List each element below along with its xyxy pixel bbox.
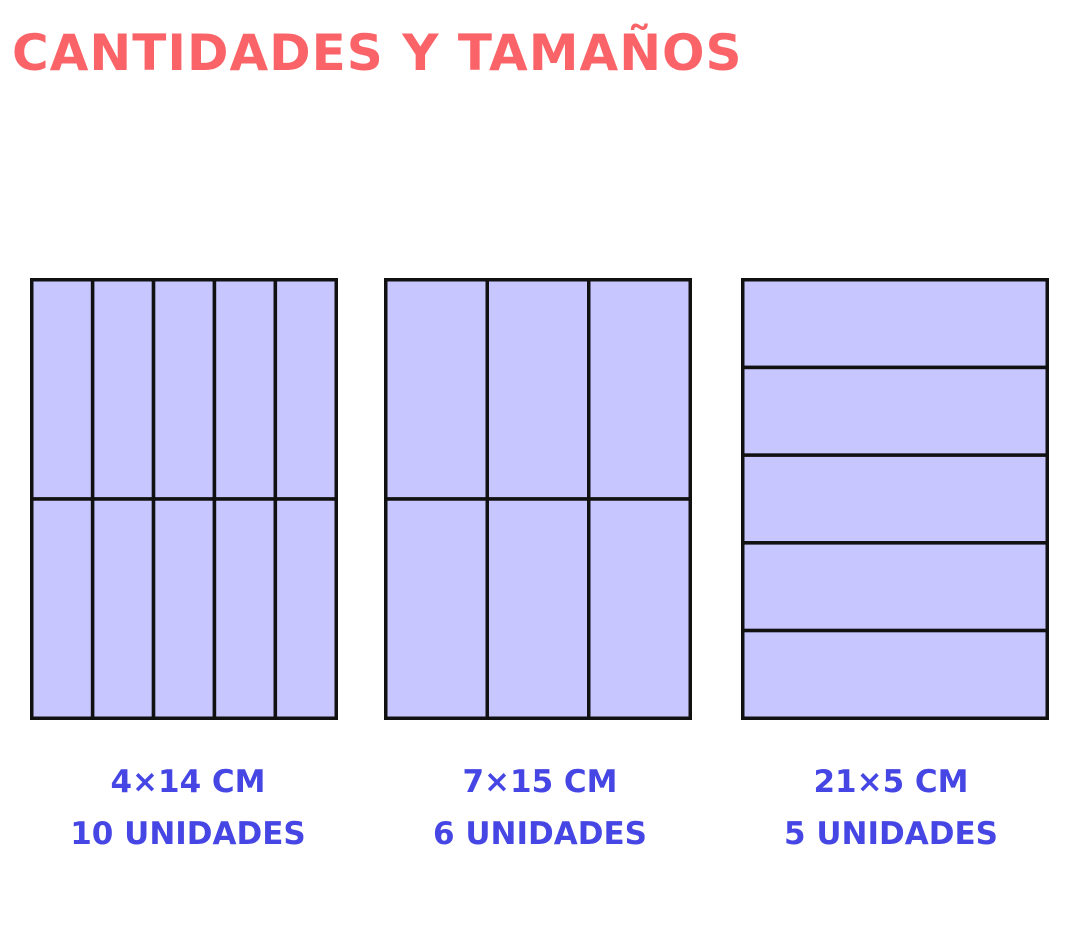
sheet-piece (90, 497, 156, 720)
sheet-piece (485, 278, 591, 501)
count-label: 5 UNIDADES (784, 816, 998, 852)
sheet-piece (273, 497, 338, 720)
sheet-piece (587, 497, 692, 720)
sheet-piece (741, 628, 1049, 720)
size-label: 4×14 CM (110, 764, 266, 800)
count-label: 6 UNIDADES (433, 816, 647, 852)
size-label: 7×15 CM (462, 764, 618, 800)
sheet-7x15 (384, 278, 692, 720)
sheet-21x5 (741, 278, 1049, 720)
sheet-piece (212, 278, 278, 501)
caption-21x5: 21×5 CM 5 UNIDADES (731, 756, 1051, 860)
sheet-piece (384, 497, 489, 720)
count-label: 10 UNIDADES (70, 816, 306, 852)
sheet-piece (741, 541, 1049, 633)
sheet-grid-7x15 (384, 278, 692, 720)
sheet-piece (741, 278, 1049, 370)
sheet-piece (485, 497, 591, 720)
sheet-grid-4x14 (30, 278, 338, 720)
sheet-piece (212, 497, 278, 720)
sheet-piece (30, 278, 95, 501)
caption-7x15: 7×15 CM 6 UNIDADES (380, 756, 700, 860)
sheet-4x14 (30, 278, 338, 720)
sheet-piece (741, 365, 1049, 457)
sheet-piece (151, 497, 217, 720)
sheet-grid-21x5 (741, 278, 1049, 720)
page-title: CANTIDADES Y TAMAÑOS (12, 24, 743, 82)
size-label: 21×5 CM (813, 764, 969, 800)
sheet-piece (273, 278, 338, 501)
sheet-piece (741, 453, 1049, 545)
sheet-piece (90, 278, 156, 501)
sheet-piece (30, 497, 95, 720)
sheet-piece (587, 278, 692, 501)
sheet-piece (151, 278, 217, 501)
caption-4x14: 4×14 CM 10 UNIDADES (28, 756, 348, 860)
sheet-piece (384, 278, 489, 501)
